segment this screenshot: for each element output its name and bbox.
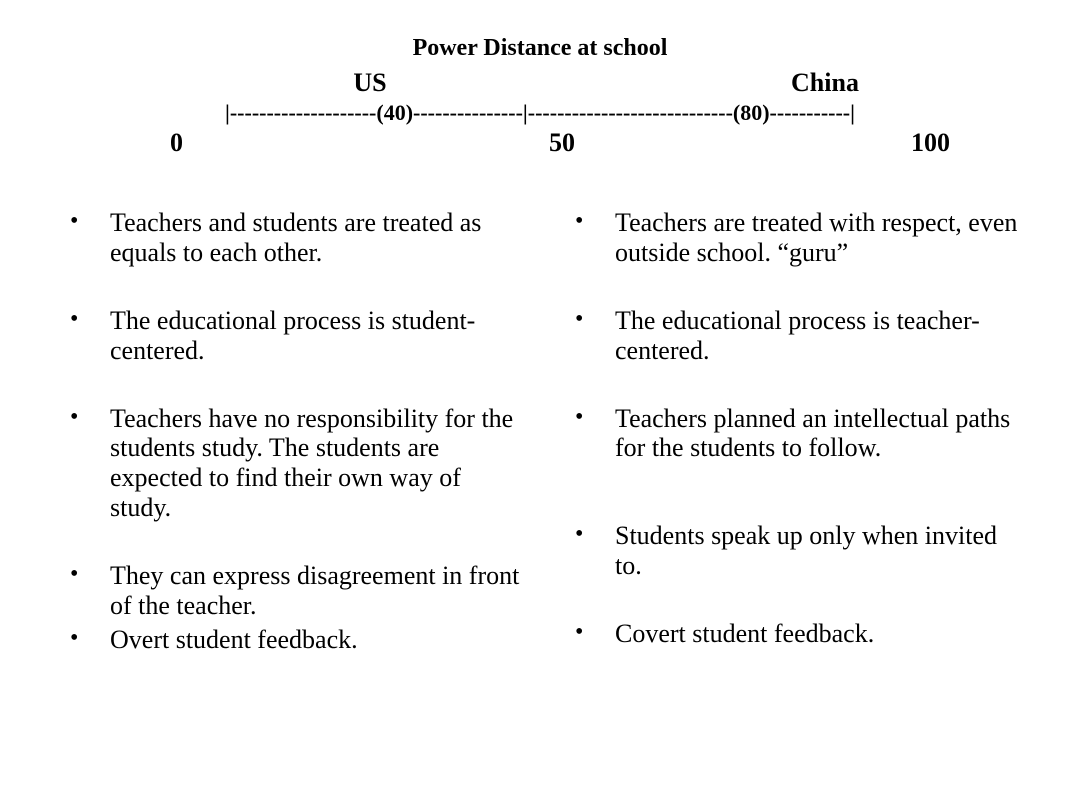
list-item: They can express disagreement in front o… (70, 561, 525, 621)
list-item: Teachers are treated with respect, even … (575, 208, 1030, 268)
scale-line: |--------------------(40)---------------… (50, 100, 1030, 126)
china-list: Teachers are treated with respect, even … (555, 208, 1030, 649)
us-list: Teachers and students are treated as equ… (50, 208, 525, 655)
scale-mid-label: 50 (183, 128, 911, 158)
list-item: Overt student feedback. (70, 625, 525, 655)
comparison-columns: Teachers and students are treated as equ… (50, 208, 1030, 693)
list-item: The educational process is teacher-cente… (575, 306, 1030, 366)
right-column: Teachers are treated with respect, even … (555, 208, 1030, 693)
list-item: Teachers planned an intellectual paths f… (575, 404, 1030, 464)
scale-min-label: 0 (170, 128, 183, 158)
scale-numbers-row: 0 50 100 (50, 128, 1030, 158)
list-item: Students speak up only when invited to. (575, 521, 1030, 581)
country-labels-row: US China (50, 68, 1030, 98)
list-item: Teachers and students are treated as equ… (70, 208, 525, 268)
list-item: Teachers have no responsibility for the … (70, 404, 525, 524)
list-item: The educational process is student-cente… (70, 306, 525, 366)
left-column: Teachers and students are treated as equ… (50, 208, 525, 693)
list-item: Covert student feedback. (575, 619, 1030, 649)
page-title: Power Distance at school (50, 35, 1030, 62)
country-label-china: China (540, 68, 1030, 98)
scale-max-label: 100 (911, 128, 950, 158)
country-label-us: US (50, 68, 540, 98)
